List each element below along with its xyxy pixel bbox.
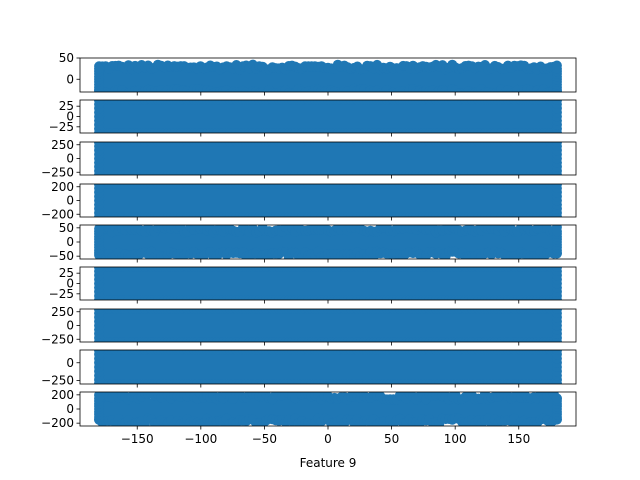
x-tick-label: 150	[507, 432, 530, 446]
y-tick-label: 0	[66, 152, 74, 166]
scatter-points	[94, 225, 562, 259]
scatter-point	[551, 226, 562, 237]
scatter-point	[551, 267, 562, 272]
y-tick-label: −50	[49, 249, 74, 263]
scatter-point	[94, 142, 105, 147]
scatter-point	[551, 350, 562, 355]
y-tick-label: −250	[41, 165, 74, 179]
x-tick-label: 50	[384, 432, 399, 446]
scatter-point	[551, 184, 562, 189]
subplot-8: 0 −250	[41, 349, 577, 388]
scatter-point	[551, 63, 562, 74]
scatter-points	[94, 184, 562, 217]
scatter-point-band	[99, 100, 557, 133]
subplot-5: 500−50	[49, 221, 577, 263]
scatter-point	[94, 226, 105, 237]
scatter-point	[94, 100, 105, 105]
y-tick-label: 0	[66, 72, 74, 86]
scatter-points	[94, 267, 562, 300]
y-tick-label: 50	[59, 51, 74, 65]
y-tick-label: 0	[66, 110, 74, 124]
y-tick-label: −25	[49, 287, 74, 301]
scatter-points	[94, 100, 562, 133]
scatter-points	[94, 59, 562, 92]
x-tick-label: −150	[121, 432, 154, 446]
scatter-point-band	[99, 184, 557, 217]
scatter-point	[94, 393, 105, 404]
y-tick-label: 0	[66, 194, 74, 208]
subplot-1: 50 0	[59, 51, 577, 96]
subplot-2: 250−25	[49, 99, 577, 137]
x-tick-label: 0	[324, 432, 332, 446]
y-tick-label: 50	[59, 221, 74, 235]
y-tick-label: 250	[51, 305, 74, 319]
scatter-point	[94, 267, 105, 272]
scatter-point-band	[99, 350, 557, 384]
y-tick-label: 200	[51, 180, 74, 194]
scatter-points	[94, 309, 562, 342]
scatter-point-band	[99, 267, 557, 300]
x-tick-label: −100	[184, 432, 217, 446]
y-tick-label: 0	[66, 402, 74, 416]
scatter-points	[94, 142, 562, 175]
y-tick-label: 250	[51, 138, 74, 152]
scatter-point	[94, 63, 105, 74]
x-axis-label: Feature 9	[300, 456, 357, 470]
scatter-points	[94, 350, 562, 384]
scatter-point-band	[99, 68, 557, 90]
x-tick-label: −50	[252, 432, 277, 446]
y-tick-label: 25	[59, 266, 74, 280]
scatter-point-band	[99, 142, 557, 175]
scatter-point	[551, 309, 562, 314]
y-tick-label: −25	[49, 120, 74, 134]
y-tick-label: −250	[41, 373, 74, 387]
y-tick-label: −200	[41, 416, 74, 430]
subplot-panels: 500250−252500−2502000−200500−50250−25250…	[41, 51, 577, 446]
scatter-point	[551, 393, 562, 404]
scatter-points	[94, 392, 562, 426]
scatter-point-band	[99, 309, 557, 342]
scatter-point	[94, 350, 105, 355]
y-tick-label: −200	[41, 207, 74, 221]
x-tick-label: 100	[444, 432, 467, 446]
y-tick-label: 0	[66, 319, 74, 333]
y-tick-label: 0	[66, 356, 74, 370]
scatter-point	[551, 142, 562, 147]
scatter-point	[94, 309, 105, 314]
scatter-point	[94, 184, 105, 189]
y-tick-label: 25	[59, 99, 74, 113]
scatter-point	[551, 100, 562, 105]
subplot-6: 250−25	[49, 266, 577, 304]
y-tick-label: 200	[51, 388, 74, 402]
y-tick-label: 0	[66, 277, 74, 291]
y-tick-label: 0	[66, 235, 74, 249]
y-tick-label: −250	[41, 332, 74, 346]
